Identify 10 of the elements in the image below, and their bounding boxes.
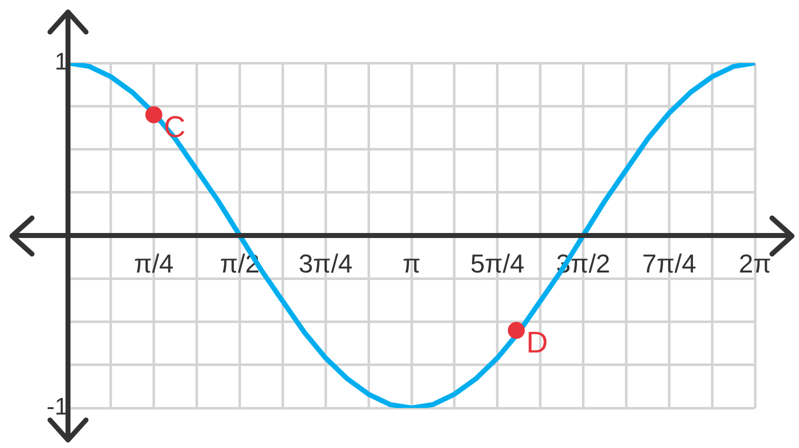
x-tick-label: π/4 <box>134 248 174 278</box>
annotation: C <box>164 111 186 144</box>
x-tick-label: 2π <box>738 248 772 278</box>
y-tick-label: 1 <box>54 48 68 76</box>
x-tick-label: 3π/4 <box>298 248 353 278</box>
x-tick-label: 5π/4 <box>470 248 524 278</box>
x-tick-label: 7π/4 <box>642 248 696 278</box>
x-tick-label: π <box>402 248 421 278</box>
annotation: D <box>526 326 548 360</box>
y-tick-label: -1 <box>46 394 68 421</box>
